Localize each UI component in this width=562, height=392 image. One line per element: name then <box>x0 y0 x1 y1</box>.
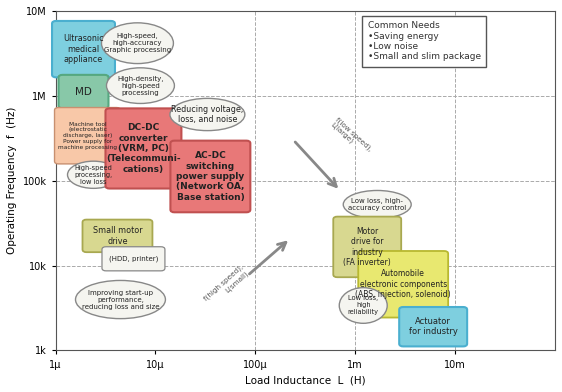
Ellipse shape <box>343 191 411 218</box>
FancyBboxPatch shape <box>58 75 108 108</box>
Text: Low loss,
high
reliability: Low loss, high reliability <box>348 296 379 316</box>
Text: (HDD, printer): (HDD, printer) <box>109 256 158 262</box>
Text: Motor
drive for
industry
(FA inverter): Motor drive for industry (FA inverter) <box>343 227 391 267</box>
Text: DC-DC
converter
(VRM, PC)
(Telecommuni-
cations): DC-DC converter (VRM, PC) (Telecommuni- … <box>106 123 181 174</box>
Text: Automobile
electronic components
(ABS, injection, solenoid): Automobile electronic components (ABS, i… <box>355 269 451 299</box>
FancyBboxPatch shape <box>102 247 165 271</box>
Text: Actuator
for industry: Actuator for industry <box>409 317 457 336</box>
FancyBboxPatch shape <box>333 217 401 277</box>
X-axis label: Load Inductance  L  (H): Load Inductance L (H) <box>245 375 366 385</box>
Text: Machine tool
(electrostatic
discharge, laser)
Power supply for
machine processin: Machine tool (electrostatic discharge, l… <box>58 122 117 150</box>
Ellipse shape <box>75 280 165 319</box>
FancyBboxPatch shape <box>399 307 467 347</box>
Text: f(low speed),
L(large): f(low speed), L(large) <box>329 116 374 158</box>
Ellipse shape <box>106 68 174 103</box>
Text: Common Needs
•Saving energy
•Low noise
•Small and slim package: Common Needs •Saving energy •Low noise •… <box>368 21 481 61</box>
FancyBboxPatch shape <box>55 107 120 164</box>
Text: High-density,
high-speed
processing: High-density, high-speed processing <box>117 76 164 96</box>
Text: Low loss, high-
accuracy control: Low loss, high- accuracy control <box>348 198 406 211</box>
Text: Improving start-up
performance,
reducing loss and size: Improving start-up performance, reducing… <box>81 290 159 310</box>
Text: High-speed
processing,
low loss: High-speed processing, low loss <box>74 165 112 185</box>
Y-axis label: Operating Frequency  f  (Hz): Operating Frequency f (Hz) <box>7 107 17 254</box>
Ellipse shape <box>102 23 174 64</box>
Text: Small motor
drive: Small motor drive <box>93 226 142 245</box>
Text: Reducing voltage,
loss, and noise: Reducing voltage, loss, and noise <box>171 105 243 124</box>
FancyBboxPatch shape <box>52 21 115 77</box>
Text: High-speed,
high-accuracy
Graphic processing: High-speed, high-accuracy Graphic proces… <box>104 33 171 53</box>
Ellipse shape <box>170 98 245 131</box>
FancyBboxPatch shape <box>358 251 448 318</box>
FancyBboxPatch shape <box>170 141 250 212</box>
Text: MD: MD <box>75 87 92 96</box>
Text: f(high speed),
L(small): f(high speed), L(small) <box>203 264 250 308</box>
FancyBboxPatch shape <box>83 220 152 252</box>
Ellipse shape <box>339 288 387 323</box>
FancyBboxPatch shape <box>106 109 182 189</box>
Ellipse shape <box>67 161 120 188</box>
Text: AC-DC
switching
power supply
(Network OA,
Base station): AC-DC switching power supply (Network OA… <box>176 151 244 202</box>
Text: Ultrasonic
medical
appliance: Ultrasonic medical appliance <box>63 34 104 64</box>
